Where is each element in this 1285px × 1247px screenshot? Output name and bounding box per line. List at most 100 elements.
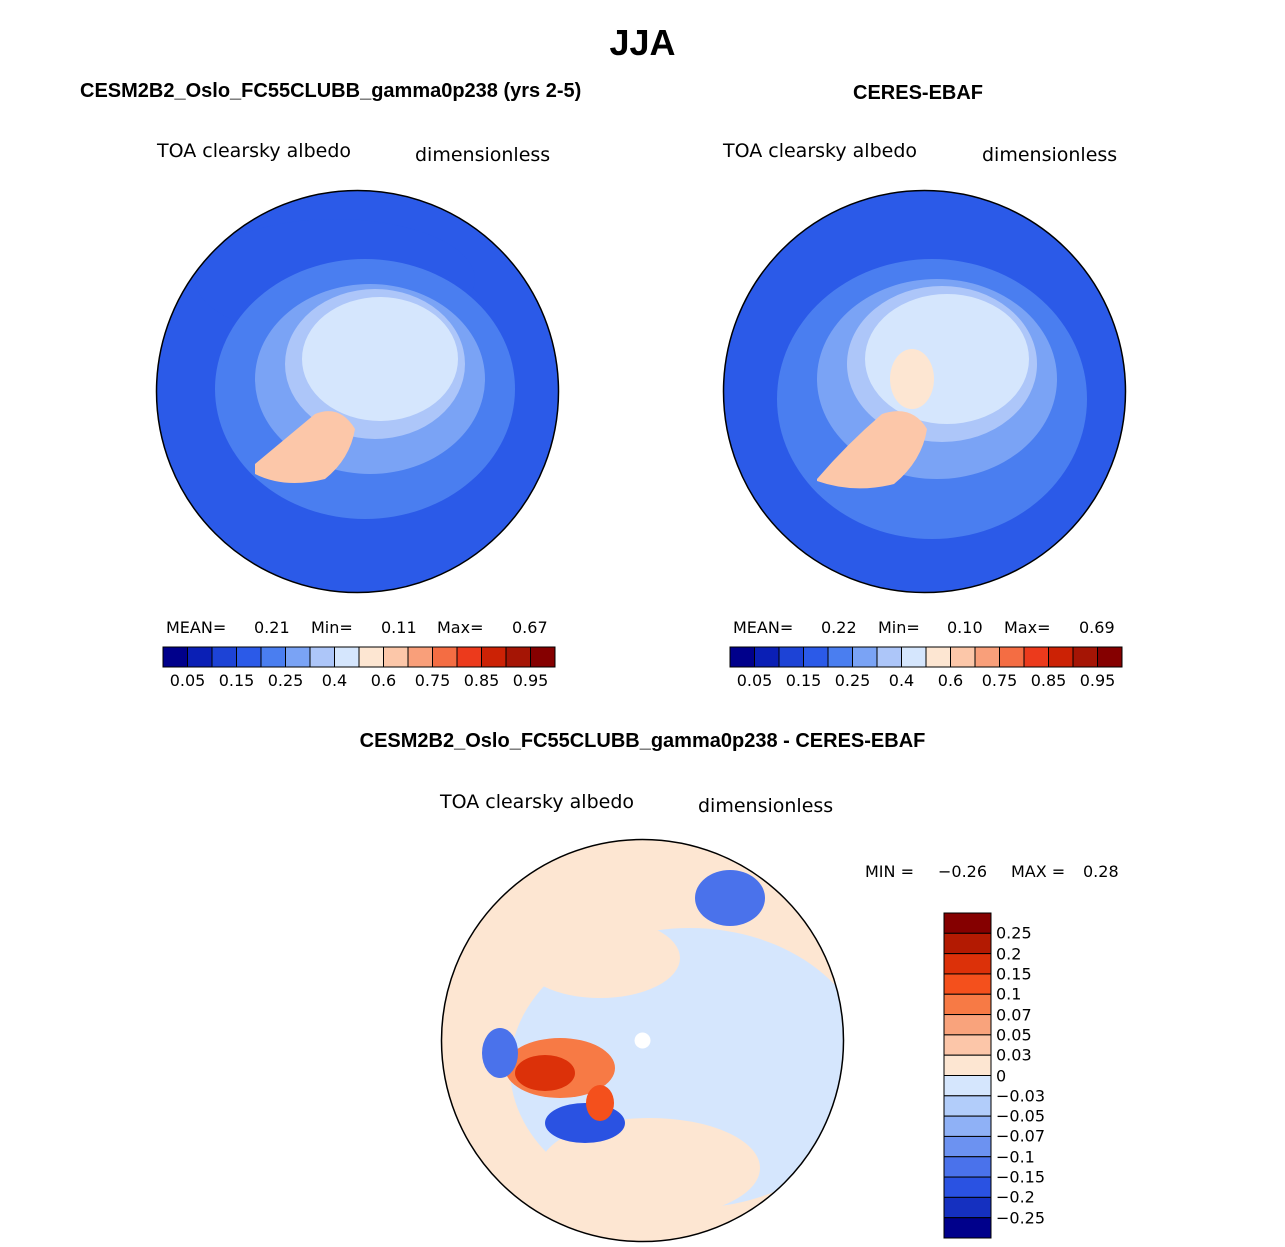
colorbar-tick-label: 0.05 <box>169 671 206 690</box>
colorbar-swatch <box>974 646 1000 668</box>
panel3-pole-hole <box>634 1032 651 1049</box>
colorbar-swatch <box>383 646 409 668</box>
panel3-canada-strong-anomaly <box>515 1055 575 1091</box>
panel3-atlantic-positive-field <box>540 1118 760 1218</box>
colorbar-swatch <box>943 1176 992 1198</box>
panel3-west-negative-anomaly <box>482 1028 518 1078</box>
panel3-alaska-anomaly <box>695 870 765 926</box>
colorbar-tick-label: −0.05 <box>996 1106 1046 1126</box>
panel1-mean-value: 0.21 <box>254 618 290 637</box>
colorbar-tick-label: 0.05 <box>736 671 773 690</box>
colorbar-tick-label: 0.2 <box>996 944 1022 964</box>
colorbar-tick-label: −0.15 <box>996 1167 1046 1187</box>
colorbar-swatch <box>1072 646 1098 668</box>
panel2-colorbar <box>729 646 1123 668</box>
colorbar-swatch <box>187 646 213 668</box>
colorbar-swatch <box>505 646 531 668</box>
colorbar-swatch <box>407 646 433 668</box>
panel2-units-label: dimensionless <box>982 144 1118 166</box>
panel2-greenland-field <box>817 411 927 489</box>
panel2-pole-field <box>890 349 934 409</box>
colorbar-swatch <box>943 1054 992 1076</box>
colorbar-swatch <box>943 1115 992 1137</box>
panel2-variable-label: TOA clearsky albedo <box>723 140 917 162</box>
colorbar-swatch <box>999 646 1025 668</box>
panel3-min-value: −0.26 <box>938 862 988 881</box>
panel1-polar-map <box>155 189 560 594</box>
colorbar-tick-label: 0.85 <box>463 671 500 690</box>
colorbar-tick-label: −0.2 <box>996 1187 1035 1207</box>
panel1-greenland-field <box>255 411 355 483</box>
colorbar-tick-label: 0.4 <box>321 671 348 690</box>
panel3-case-title: CESM2B2_Oslo_FC55CLUBB_gamma0p238 - CERE… <box>359 730 926 752</box>
colorbar-swatch <box>530 646 556 668</box>
colorbar-tick-label: 0.1 <box>996 984 1022 1004</box>
colorbar-tick-label: 0.95 <box>1079 671 1116 690</box>
colorbar-swatch <box>901 646 927 668</box>
colorbar-tick-label: 0.15 <box>996 964 1032 984</box>
colorbar-tick-label: 0.05 <box>996 1025 1032 1045</box>
colorbar-swatch <box>1023 646 1049 668</box>
colorbar-swatch <box>1048 646 1074 668</box>
panel3-polar-map <box>440 838 845 1243</box>
panel2-mean-label: MEAN= <box>733 618 794 637</box>
panel3-max-value: 0.28 <box>1083 862 1119 881</box>
colorbar-swatch <box>1097 646 1123 668</box>
panel1-variable-label: TOA clearsky albedo <box>157 140 351 162</box>
panel1-max-value: 0.67 <box>512 618 548 637</box>
colorbar-swatch <box>260 646 286 668</box>
colorbar-tick-label: 0.75 <box>414 671 451 690</box>
colorbar-swatch <box>456 646 482 668</box>
colorbar-swatch <box>236 646 262 668</box>
colorbar-swatch <box>309 646 335 668</box>
panel2-min-label: Min= <box>878 618 920 637</box>
panel2-case-title: CERES-EBAF <box>853 82 984 104</box>
colorbar-tick-label: 0.25 <box>996 923 1032 943</box>
colorbar-swatch <box>943 1217 992 1239</box>
colorbar-swatch <box>943 1014 992 1036</box>
colorbar-swatch <box>943 1156 992 1178</box>
colorbar-tick-label: 0.15 <box>218 671 255 690</box>
colorbar-swatch <box>162 646 188 668</box>
colorbar-tick-label: −0.07 <box>996 1126 1046 1146</box>
colorbar-tick-label: 0.95 <box>512 671 549 690</box>
panel3-min-label: MIN = <box>865 862 914 881</box>
colorbar-tick-label: 0.75 <box>981 671 1018 690</box>
colorbar-swatch <box>943 932 992 955</box>
colorbar-swatch <box>925 646 951 668</box>
panel2-map-border <box>722 189 1127 594</box>
colorbar-swatch <box>876 646 902 668</box>
colorbar-tick-label: 0.07 <box>996 1005 1032 1025</box>
panel1-units-label: dimensionless <box>415 144 551 166</box>
colorbar-swatch <box>943 993 992 1016</box>
colorbar-swatch <box>285 646 311 668</box>
panel1-max-label: Max= <box>437 618 484 637</box>
panel3-variable-label: TOA clearsky albedo <box>440 791 634 813</box>
panel1-min-label: Min= <box>311 618 353 637</box>
panel2-max-value: 0.69 <box>1079 618 1115 637</box>
panel1-colorbar-ticks: 0.05 0.15 0.25 0.4 0.6 0.75 0.85 0.95 <box>163 671 555 693</box>
colorbar-swatch <box>358 646 384 668</box>
panel1-case-title: CESM2B2_Oslo_FC55CLUBB_gamma0p238 (yrs 2… <box>80 80 582 102</box>
colorbar-swatch <box>334 646 360 668</box>
colorbar-swatch <box>432 646 458 668</box>
panel3-max-label: MAX = <box>1011 862 1066 881</box>
colorbar-swatch <box>950 646 976 668</box>
figure-title: JJA <box>609 22 676 63</box>
panel1-mean-label: MEAN= <box>166 618 227 637</box>
colorbar-swatch <box>481 646 507 668</box>
colorbar-swatch <box>754 646 780 668</box>
colorbar-swatch <box>943 1034 992 1056</box>
panel2-mean-value: 0.22 <box>821 618 857 637</box>
colorbar-tick-label: 0 <box>996 1066 1007 1085</box>
panel2-polar-map <box>722 189 1127 594</box>
colorbar-swatch <box>943 912 992 934</box>
colorbar-tick-label: 0.6 <box>370 671 397 690</box>
colorbar-swatch <box>943 953 992 975</box>
colorbar-swatch <box>943 1135 992 1158</box>
colorbar-swatch <box>778 646 804 668</box>
colorbar-tick-label: 0.4 <box>888 671 915 690</box>
panel1-colorbar <box>162 646 556 668</box>
colorbar-swatch <box>852 646 878 668</box>
panel3-greenland-positive-anomaly <box>586 1085 614 1121</box>
